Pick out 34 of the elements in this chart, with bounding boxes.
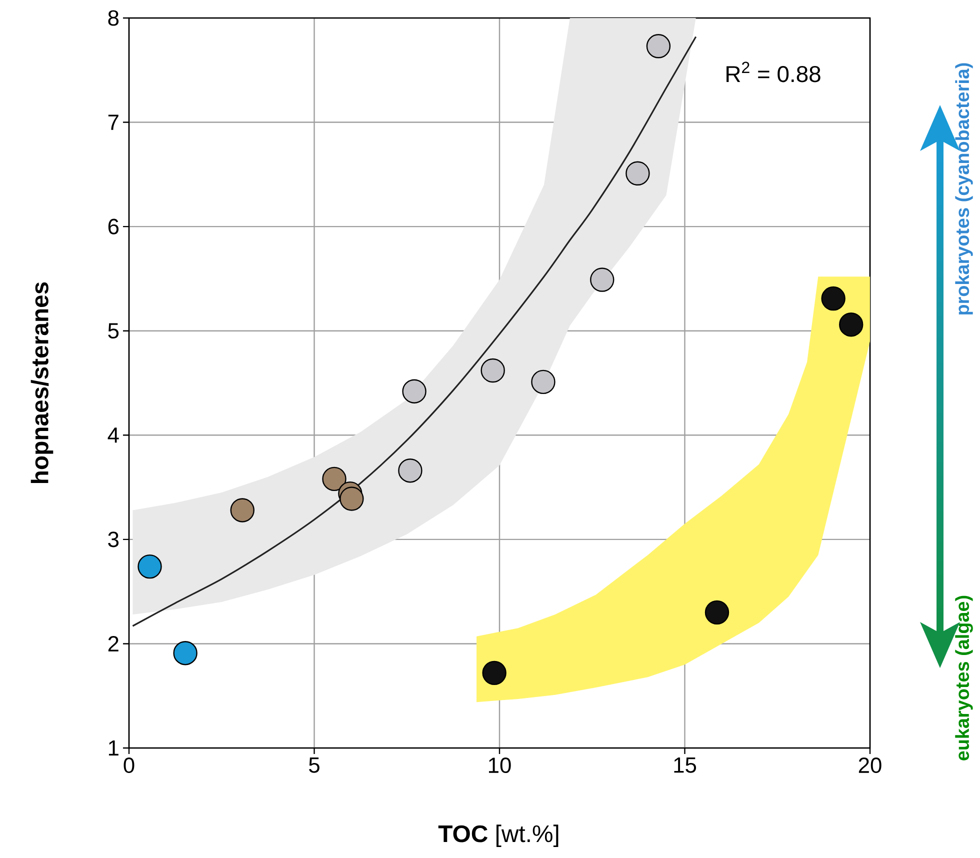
point	[590, 268, 614, 292]
x-axis-title: TOC [wt.%]	[438, 824, 558, 847]
point	[482, 660, 506, 686]
point	[839, 312, 864, 337]
x-tick-label: 20	[858, 758, 882, 774]
y-tick-label: 3	[108, 532, 119, 548]
x-tick-label: 5	[309, 758, 320, 773]
point	[704, 600, 730, 625]
point	[173, 641, 198, 666]
y-tick-label: 7	[108, 114, 118, 130]
point	[402, 379, 426, 404]
text: prokaryotes (cyanobacteria)	[955, 63, 973, 315]
text: eukaryotes (algae)	[955, 596, 973, 760]
point	[340, 486, 364, 511]
point	[322, 466, 346, 492]
x-tick-label: 0	[124, 758, 134, 774]
x-tick-label: 15	[674, 758, 696, 773]
y-tick-label: 4	[108, 428, 119, 443]
point	[230, 498, 254, 522]
y-axis-title: hopnaes/steranes	[30, 282, 54, 483]
point	[480, 358, 505, 383]
y-tick-label: 8	[108, 10, 119, 26]
y-tick-label: 1	[108, 740, 118, 756]
x-tick-label: 10	[488, 758, 511, 774]
y-tick-label: 2	[108, 636, 118, 652]
annotation: R$^{2}$ = 0.88	[726, 62, 820, 82]
y-tick-label: 5	[108, 323, 119, 339]
y-tick-label: 6	[108, 218, 119, 234]
point	[138, 554, 162, 579]
point	[626, 161, 650, 186]
point	[646, 34, 671, 58]
point	[531, 370, 556, 394]
point	[821, 286, 846, 311]
point	[398, 458, 422, 483]
